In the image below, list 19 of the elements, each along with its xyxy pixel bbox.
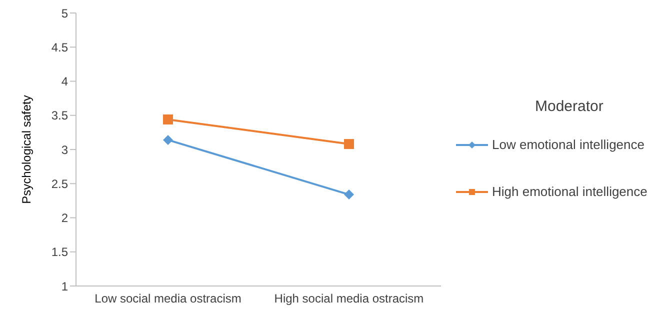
y-tick-label: 3 [61,142,68,157]
legend-label: High emotional intelligence [492,184,648,199]
legend-label: Low emotional intelligence [492,137,644,152]
y-tick-label: 3.5 [51,108,68,123]
y-axis-title: Psychological safety [19,95,34,204]
y-tick-label: 1 [61,279,68,294]
y-tick-label: 5 [61,6,68,20]
point [344,190,354,200]
point [163,114,173,124]
x-tick-label: High social media ostracism [274,292,424,306]
point [344,139,354,150]
legend-title: Moderator [535,98,604,115]
y-tick-label: 4.5 [51,40,68,54]
y-tick-label: 4 [61,74,68,89]
y-tick-label: 2.5 [51,176,68,191]
y-tick-label: 2 [61,211,68,226]
x-tick-label: Low social media ostracism [94,292,242,306]
point [163,134,173,145]
y-tick-label: 1.5 [51,245,68,260]
